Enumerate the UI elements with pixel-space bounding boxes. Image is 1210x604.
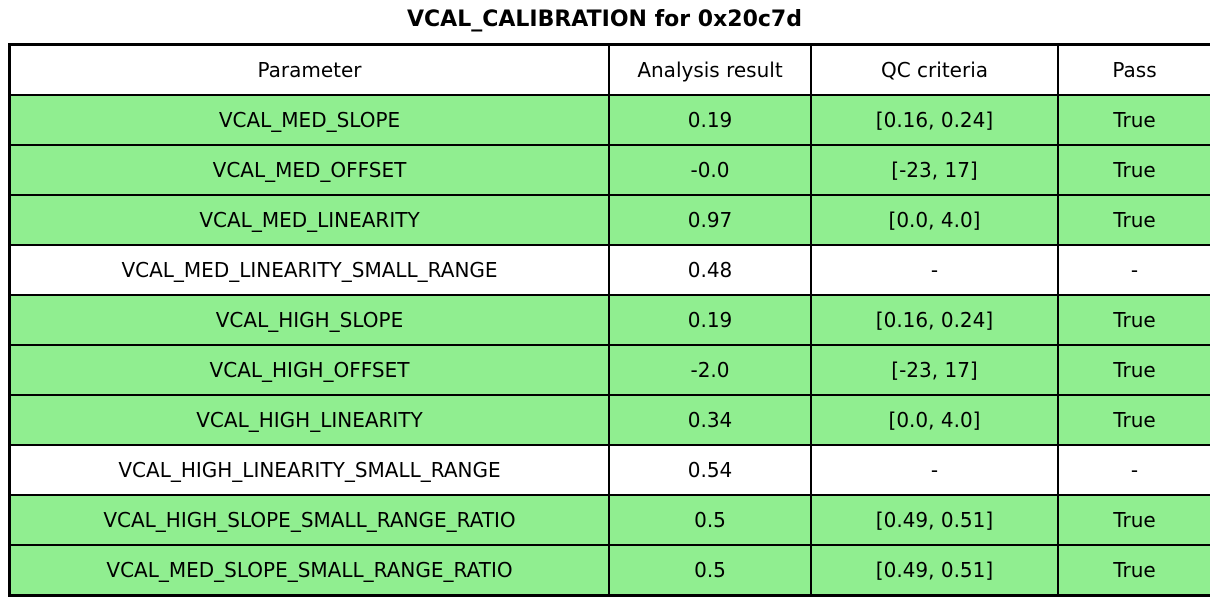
cell-pass: True <box>1057 194 1210 246</box>
header-qc-criteria: QC criteria <box>810 43 1059 96</box>
table-body: VCAL_MED_SLOPE 0.19 [0.16, 0.24] True VCAL_M… <box>8 94 1210 597</box>
cell-qc-criteria: [0.16, 0.24] <box>810 294 1059 346</box>
cell-parameter: VCAL_HIGH_SLOPE <box>8 294 610 346</box>
cell-analysis-result: 0.19 <box>608 94 812 146</box>
cell-qc-criteria: [0.16, 0.24] <box>810 94 1059 146</box>
cell-parameter: VCAL_MED_SLOPE <box>8 94 610 146</box>
cell-analysis-result: 0.97 <box>608 194 812 246</box>
header-analysis-result: Analysis result <box>608 43 812 96</box>
table-row: VCAL_MED_LINEARITY_SMALL_RANGE 0.48- - <box>8 244 1210 296</box>
cell-analysis-result: 0.5 <box>608 544 812 597</box>
cell-analysis-result: 0.48 <box>608 244 812 296</box>
cell-parameter: VCAL_HIGH_SLOPE_SMALL_RANGE_RATIO <box>8 494 610 546</box>
cell-pass: True <box>1057 94 1210 146</box>
cell-analysis-result: 0.5 <box>608 494 812 546</box>
cell-parameter: VCAL_HIGH_OFFSET <box>8 344 610 396</box>
table-row: VCAL_HIGH_SLOPE 0.19 [0.16, 0.24] True <box>8 294 1210 346</box>
qc-table: Parameter Analysis result QC criteria Pa… <box>8 43 1210 597</box>
table-row: VCAL_MED_SLOPE_SMALL_RANGE_RATIO 0.5 [0.49… <box>8 544 1210 597</box>
cell-parameter: VCAL_MED_LINEARITY_SMALL_RANGE <box>8 244 610 296</box>
cell-pass: True <box>1057 544 1210 597</box>
cell-parameter: VCAL_MED_LINEARITY <box>8 194 610 246</box>
qc-table-figure: VCAL_CALIBRATION for 0x20c7d Parameter A… <box>8 0 1210 597</box>
cell-pass: - <box>1057 244 1210 296</box>
cell-pass: True <box>1057 394 1210 446</box>
table-row: VCAL_HIGH_OFFSET -2.0 [-23, 17] True <box>8 344 1210 396</box>
cell-pass: True <box>1057 494 1210 546</box>
cell-pass: True <box>1057 344 1210 396</box>
cell-qc-criteria: - <box>810 444 1059 496</box>
cell-qc-criteria: [0.49, 0.51] <box>810 494 1059 546</box>
table-row: VCAL_HIGH_LINEARITY_SMALL_RANGE 0.54- - <box>8 444 1210 496</box>
cell-qc-criteria: [0.49, 0.51] <box>810 544 1059 597</box>
header-pass: Pass <box>1057 43 1210 96</box>
cell-qc-criteria: [-23, 17] <box>810 144 1059 196</box>
cell-qc-criteria: - <box>810 244 1059 296</box>
cell-qc-criteria: [0.0, 4.0] <box>810 194 1059 246</box>
table-row: VCAL_HIGH_SLOPE_SMALL_RANGE_RATIO 0.5 [0.4… <box>8 494 1210 546</box>
cell-parameter: VCAL_MED_SLOPE_SMALL_RANGE_RATIO <box>8 544 610 597</box>
cell-qc-criteria: [-23, 17] <box>810 344 1059 396</box>
chart-title: VCAL_CALIBRATION for 0x20c7d <box>407 7 802 32</box>
cell-parameter: VCAL_HIGH_LINEARITY <box>8 394 610 446</box>
cell-analysis-result: 0.34 <box>608 394 812 446</box>
header-row: Parameter Analysis result QC criteria Pa… <box>8 43 1210 96</box>
table-row: VCAL_HIGH_LINEARITY 0.34 [0.0, 4.0] True <box>8 394 1210 446</box>
table-row: VCAL_MED_LINEARITY 0.97 [0.0, 4.0] True <box>8 194 1210 246</box>
cell-analysis-result: 0.19 <box>608 294 812 346</box>
table-header: Parameter Analysis result QC criteria Pa… <box>8 43 1210 96</box>
cell-pass: True <box>1057 294 1210 346</box>
table-row: VCAL_MED_OFFSET -0.0 [-23, 17] True <box>8 144 1210 196</box>
cell-analysis-result: -0.0 <box>608 144 812 196</box>
header-parameter: Parameter <box>8 43 610 96</box>
cell-parameter: VCAL_MED_OFFSET <box>8 144 610 196</box>
cell-pass: True <box>1057 144 1210 196</box>
cell-qc-criteria: [0.0, 4.0] <box>810 394 1059 446</box>
cell-analysis-result: -2.0 <box>608 344 812 396</box>
table-row: VCAL_MED_SLOPE 0.19 [0.16, 0.24] True <box>8 94 1210 146</box>
cell-analysis-result: 0.54 <box>608 444 812 496</box>
cell-pass: - <box>1057 444 1210 496</box>
cell-parameter: VCAL_HIGH_LINEARITY_SMALL_RANGE <box>8 444 610 496</box>
